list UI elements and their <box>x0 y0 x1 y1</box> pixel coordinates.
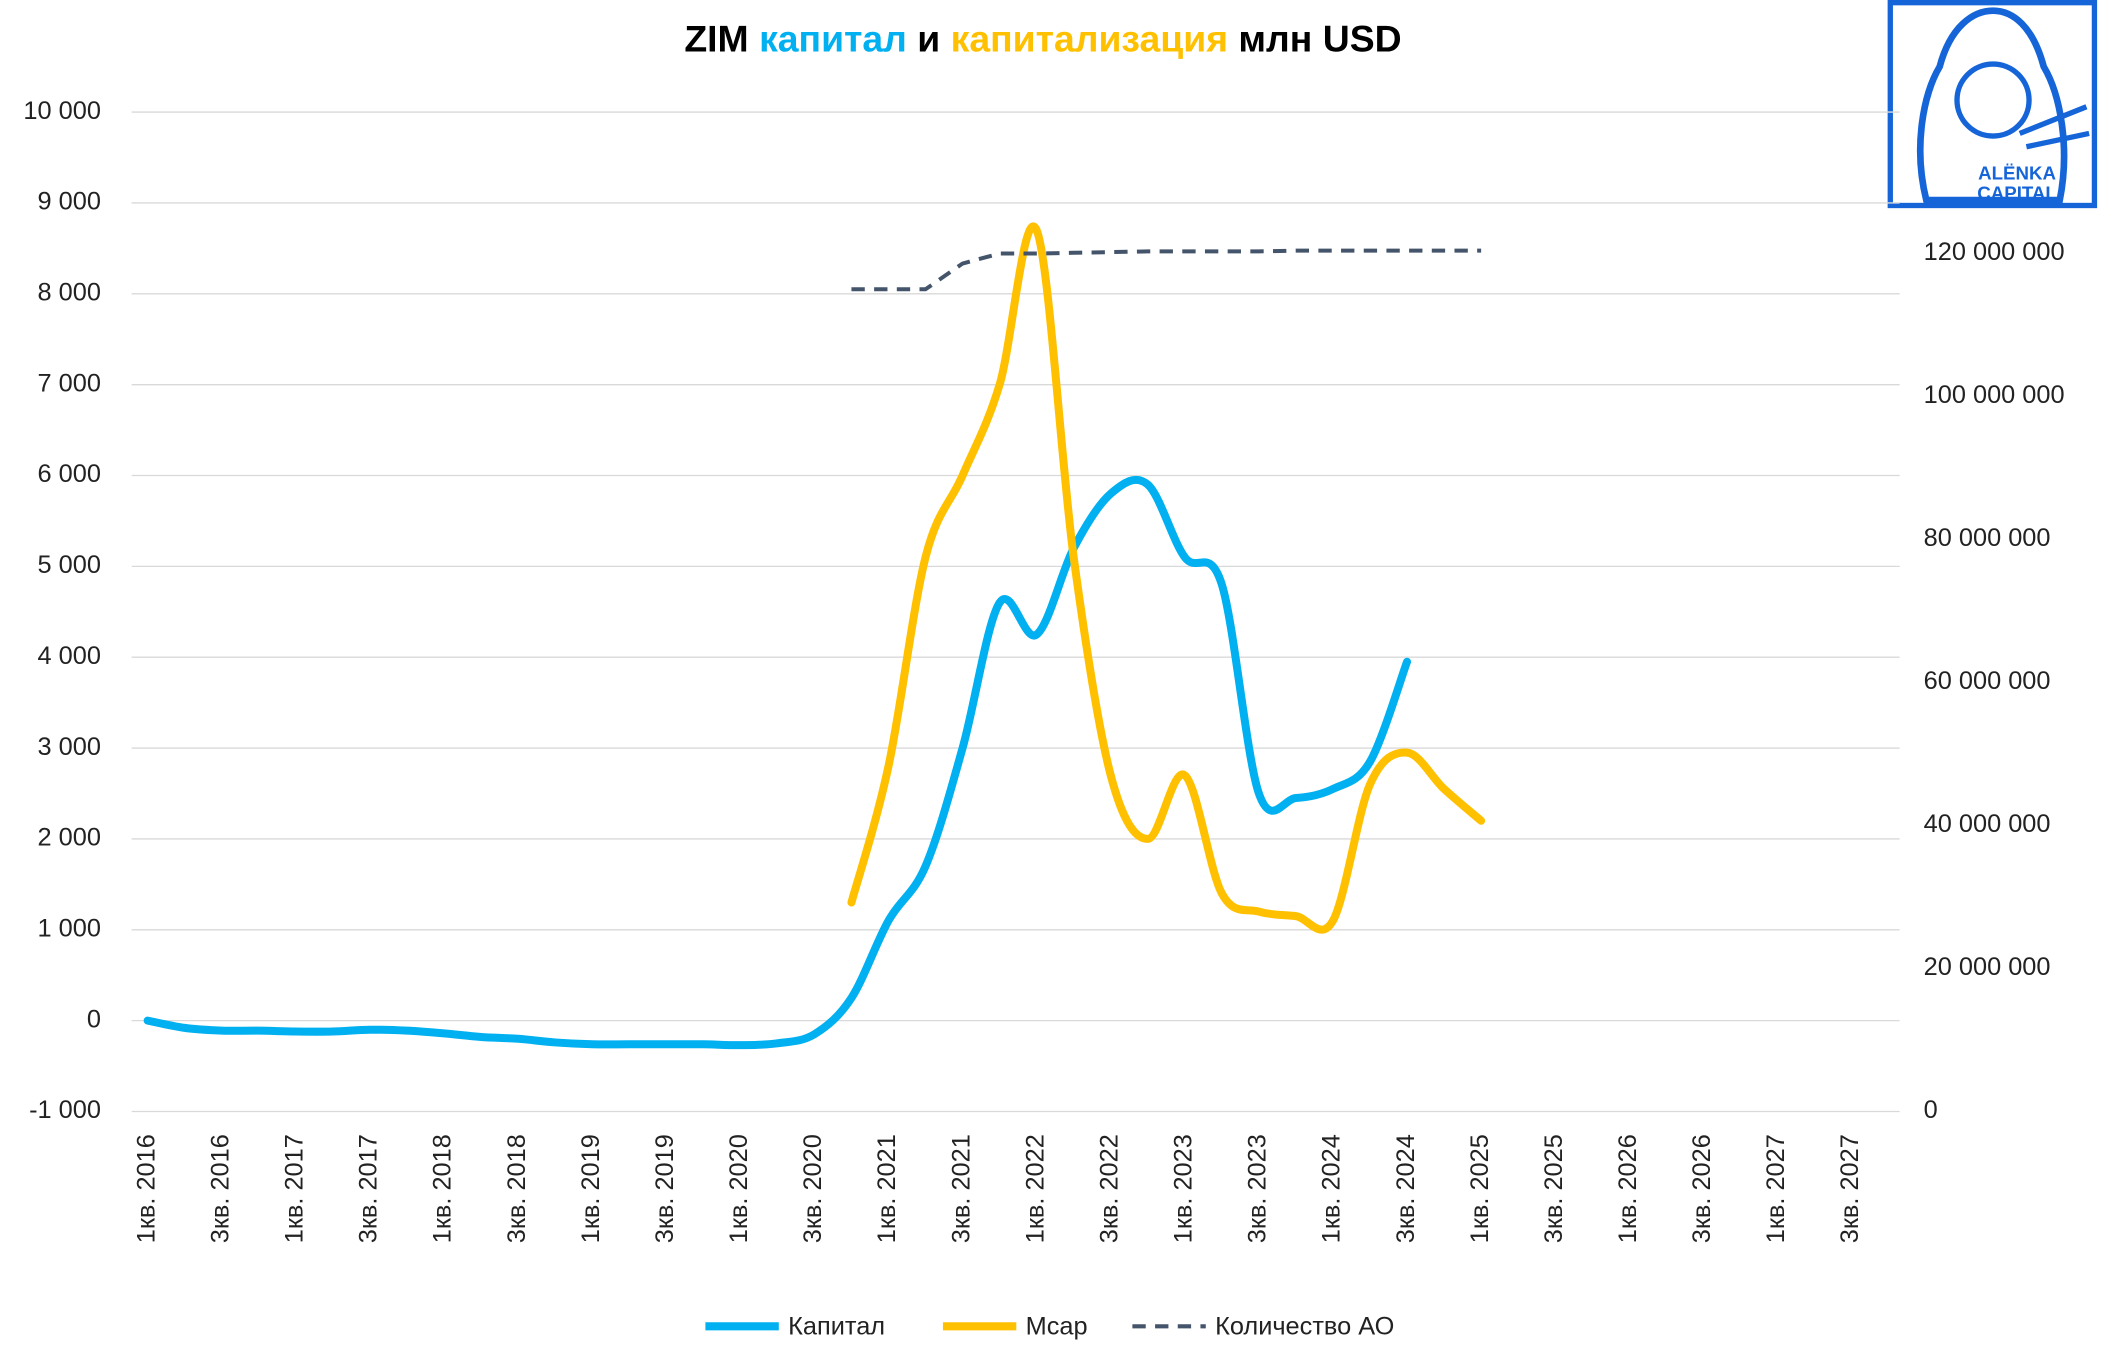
logo-face <box>1954 61 2032 139</box>
y-tick-label: 9 000 <box>38 188 101 216</box>
x-tick-label: 1кв. 2027 <box>1762 1134 1790 1243</box>
title-part: и <box>917 17 940 59</box>
x-tick-label: 1кв. 2019 <box>577 1134 605 1243</box>
x-tick-label: 3кв. 2016 <box>206 1134 234 1243</box>
x-tick-label: 1кв. 2026 <box>1614 1134 1642 1243</box>
x-tick-label: 1кв. 2023 <box>1170 1134 1198 1243</box>
chart-title: ZIM капитал и капитализация млн USD <box>684 17 1401 59</box>
legend-label: Количество АО <box>1215 1312 1394 1340</box>
line <box>847 222 1486 934</box>
line <box>143 476 1412 1050</box>
x-tick-label: 1кв. 2021 <box>873 1134 901 1243</box>
logo-text: ALËNKA <box>1978 163 2056 184</box>
logo-text: CAPITAL <box>1977 183 2057 204</box>
y2-tick-label: 20 000 000 <box>1924 953 2051 981</box>
x-tick-label: 3кв. 2023 <box>1244 1134 1272 1243</box>
title-part: ZIM <box>684 17 748 59</box>
y2-tick-label: 80 000 000 <box>1924 524 2051 552</box>
y-tick-label: -1 000 <box>29 1096 101 1124</box>
y-tick-label: 2 000 <box>38 824 101 852</box>
y2-tick-label: 100 000 000 <box>1924 381 2065 409</box>
line <box>851 248 1482 292</box>
legend-label: Mcap <box>1026 1312 1088 1340</box>
x-tick-label: 3кв. 2019 <box>651 1134 679 1243</box>
x-tick-label: 3кв. 2024 <box>1392 1134 1420 1243</box>
x-tick-label: 3кв. 2026 <box>1688 1134 1716 1243</box>
x-tick-label: 3кв. 2020 <box>799 1134 827 1243</box>
logo-scarf <box>2018 104 2090 150</box>
x-tick-label: 1кв. 2025 <box>1466 1134 1494 1243</box>
y2-tick-label: 120 000 000 <box>1924 238 2065 266</box>
y-tick-label: 8 000 <box>38 278 101 306</box>
y-tick-label: 6 000 <box>38 460 101 488</box>
x-tick-label: 3кв. 2018 <box>503 1134 531 1243</box>
x-tick-label: 1кв. 2024 <box>1318 1134 1346 1243</box>
logo-doll <box>1916 7 2068 204</box>
x-tick-label: 3кв. 2022 <box>1095 1134 1123 1243</box>
x-tick-label: 3кв. 2027 <box>1836 1134 1864 1243</box>
title-part: капитал <box>759 17 907 59</box>
y2-tick-label: 60 000 000 <box>1924 667 2051 695</box>
legend-label: Капитал <box>788 1312 885 1340</box>
logo: ALËNKA CAPITAL <box>1887 0 2098 209</box>
x-tick-label: 1кв. 2016 <box>132 1134 160 1243</box>
x-tick-label: 3кв. 2017 <box>355 1134 383 1243</box>
y2-tick-label: 40 000 000 <box>1924 810 2051 838</box>
y2-tick-label: 0 <box>1924 1096 1938 1124</box>
y-tick-label: 1 000 <box>38 914 101 942</box>
x-tick-label: 3кв. 2021 <box>947 1134 975 1243</box>
x-tick-label: 1кв. 2020 <box>725 1134 753 1243</box>
y-tick-label: 4 000 <box>38 642 101 670</box>
y-tick-label: 10 000 <box>23 97 101 125</box>
x-tick-label: 1кв. 2017 <box>281 1134 309 1243</box>
x-tick-label: 1кв. 2022 <box>1021 1134 1049 1243</box>
y-tick-label: 7 000 <box>38 369 101 397</box>
y-tick-label: 5 000 <box>38 551 101 579</box>
x-tick-label: 1кв. 2018 <box>429 1134 457 1243</box>
title-part: млн USD <box>1238 17 1401 59</box>
y-tick-label: 3 000 <box>38 733 101 761</box>
y-tick-label: 0 <box>87 1005 101 1033</box>
title-part: капитализация <box>951 17 1228 59</box>
x-tick-label: 3кв. 2025 <box>1540 1134 1568 1243</box>
